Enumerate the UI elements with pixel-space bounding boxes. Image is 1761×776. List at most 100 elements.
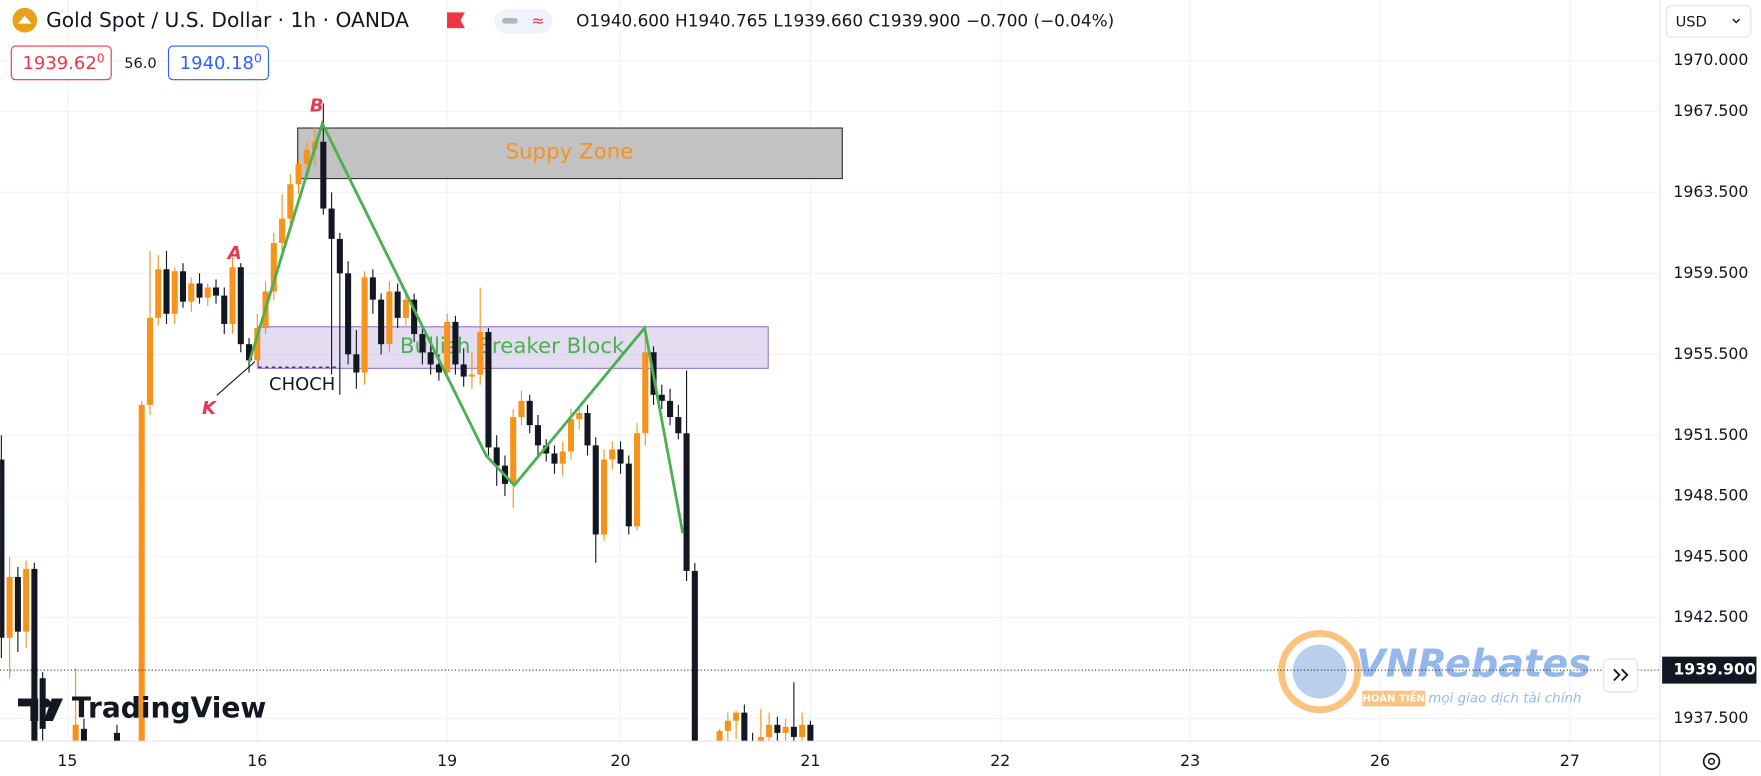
c-key: C (868, 10, 880, 30)
o-value: 1940.600 (589, 10, 669, 30)
candle-body (774, 724, 781, 733)
candle-body (270, 242, 277, 292)
candle-body (625, 463, 632, 527)
spread: 56.0 (124, 55, 156, 72)
supply-zone-label: Suppy Zone (506, 140, 634, 165)
candle-body (493, 447, 500, 466)
candle-body (361, 277, 368, 373)
scroll-button[interactable] (1603, 658, 1638, 693)
y-tick-label: 1959.500 (1673, 263, 1748, 282)
pill[interactable] (494, 8, 553, 34)
buy-price[interactable]: 1940.180 (180, 51, 262, 74)
sell-sup[interactable]: 0 (97, 51, 105, 65)
y-tick-label: 1937.500 (1673, 708, 1748, 727)
candle-body (237, 267, 244, 345)
x-tick-label: 21 (800, 751, 820, 770)
candle-body (369, 277, 376, 300)
point-k: K (202, 398, 218, 419)
candle-body (31, 568, 38, 742)
candle-body (691, 570, 698, 742)
candle-body (477, 332, 484, 375)
candle-body (378, 299, 385, 345)
candle-body (485, 332, 492, 448)
candle-body (634, 433, 641, 527)
y-tick-label: 1970.000 (1673, 50, 1748, 69)
candle-body (741, 712, 748, 742)
candle-body (246, 344, 253, 361)
x-tick-label: 26 (1370, 751, 1390, 770)
candle-body (452, 321, 459, 365)
x-tick-label: 15 (57, 751, 77, 770)
candle-body (353, 354, 360, 373)
candle-body (188, 283, 195, 302)
candle-body (411, 299, 418, 335)
drawings-back: Suppy Zone Bullish Breaker Block CHOCH (257, 127, 843, 395)
candle-body (179, 271, 187, 302)
candle-body (146, 317, 154, 405)
x-tick-label: 23 (1180, 751, 1200, 770)
x-tick-label: 20 (611, 751, 631, 770)
candle-body (427, 352, 434, 365)
sell-price[interactable]: 1939.620 (23, 51, 105, 74)
buy-sup[interactable]: 0 (254, 51, 262, 65)
sell-button[interactable] (10, 45, 112, 81)
y-tick-label: 1948.500 (1673, 486, 1748, 505)
candle-body (138, 404, 145, 742)
sell-main[interactable]: 1939.62 (23, 53, 97, 74)
tradingview-watermark: TradingView (18, 692, 266, 725)
candle-body (600, 459, 608, 535)
grid (0, 0, 1660, 742)
candle-body (295, 163, 302, 185)
candle-body (155, 269, 162, 318)
candle-body (609, 449, 616, 460)
candle-body (345, 273, 352, 355)
point-a: A (226, 243, 242, 264)
drawings-front: A B K (202, 96, 685, 534)
candle-body (733, 712, 740, 721)
candle-body (716, 730, 723, 742)
candle-body (567, 419, 575, 452)
candle-body (444, 321, 451, 373)
candle-body (336, 238, 343, 274)
l-value: 1939.660 (783, 10, 863, 30)
candle-body (460, 364, 467, 377)
y-tick-label: 1963.500 (1673, 182, 1748, 201)
candle-body (592, 445, 599, 535)
last-price-box (1662, 656, 1757, 684)
candle-body (419, 334, 426, 353)
y-tick-label: 1945.500 (1673, 546, 1748, 565)
candle-body (221, 295, 228, 324)
candle-body (757, 736, 764, 742)
candle-body (402, 299, 409, 318)
candle-body (543, 445, 550, 454)
candle-body (6, 576, 13, 638)
last-price-label: 1939.900 (1673, 660, 1756, 679)
candle-body (683, 433, 690, 571)
vnrebates-watermark: VNRebates HOÀN TIỀN mọi giao dịch tài ch… (1278, 630, 1591, 714)
vnrebates-text: VNRebates (1356, 642, 1591, 686)
candle-body (80, 728, 87, 742)
candle-body (14, 576, 21, 632)
candle-body (782, 726, 789, 733)
candle-body (559, 451, 566, 464)
candle-body (171, 271, 178, 314)
c-value: 1939.900 (880, 10, 960, 30)
currency-button[interactable] (1666, 5, 1752, 38)
k-arrow (216, 361, 256, 396)
candle-body (658, 394, 665, 401)
settings-button[interactable] (1702, 752, 1721, 771)
candle-body (667, 400, 674, 418)
candle-body (468, 374, 475, 377)
currency[interactable]: USD (1676, 13, 1707, 30)
zigzag (248, 119, 685, 534)
candle-body (510, 417, 517, 484)
x-tick-label: 27 (1560, 751, 1580, 770)
candle-body (551, 453, 558, 464)
header: Gold Spot / U.S. Dollar · 1h · OANDA ≈ O… (10, 5, 1752, 771)
flag-icon[interactable] (447, 12, 465, 29)
candle-body (518, 400, 525, 418)
buy-button[interactable] (167, 45, 270, 81)
buy-main[interactable]: 1940.18 (180, 53, 254, 74)
candle-body (584, 413, 591, 446)
